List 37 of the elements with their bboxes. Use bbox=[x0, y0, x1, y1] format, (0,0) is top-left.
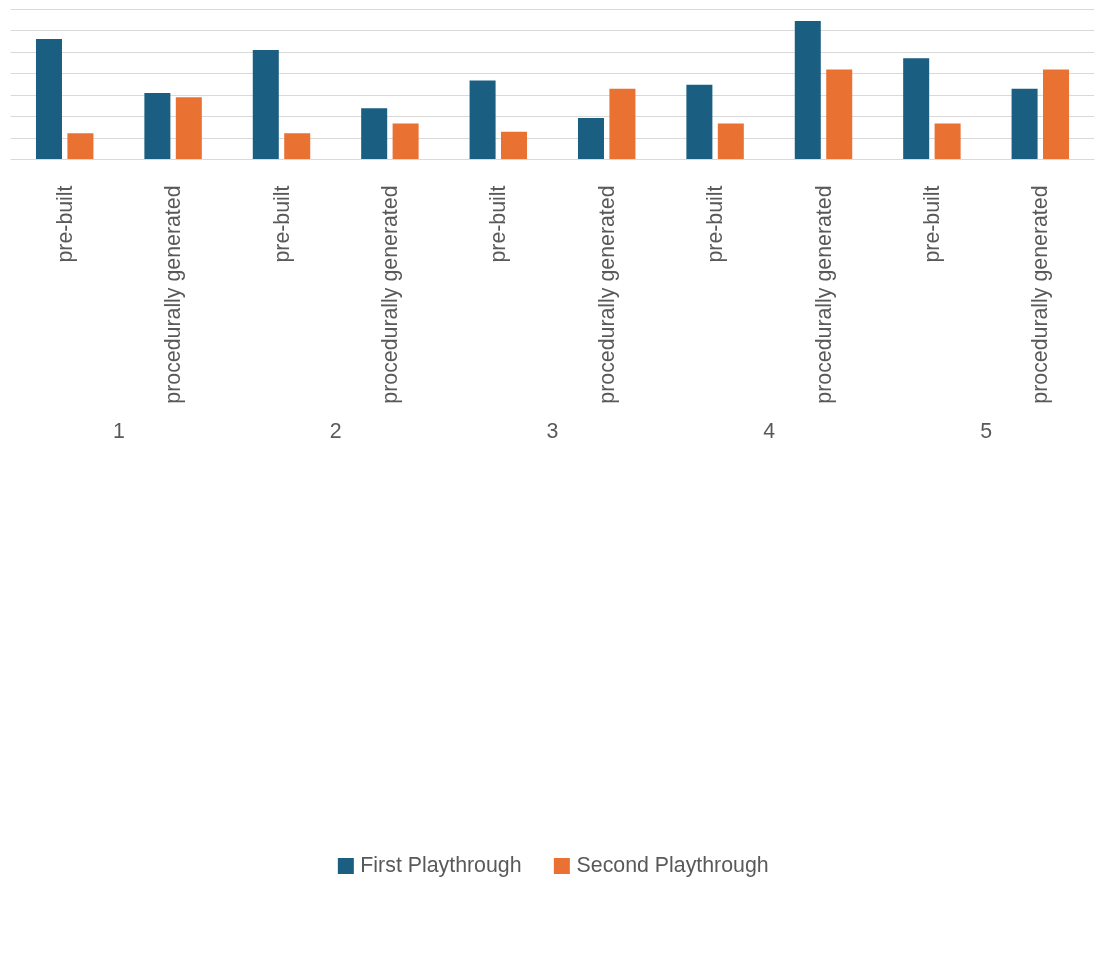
bar bbox=[35, 38, 62, 160]
text: 1 bbox=[112, 418, 125, 443]
bar bbox=[794, 20, 821, 160]
x-tick-label: pre-built bbox=[703, 185, 728, 263]
legend-label: First Playthrough bbox=[360, 852, 522, 878]
x-tick-label: pre-built bbox=[919, 185, 944, 263]
bar bbox=[501, 131, 528, 160]
bar bbox=[1011, 88, 1038, 160]
bar bbox=[577, 117, 604, 160]
text: 3 bbox=[546, 418, 559, 443]
bar bbox=[903, 58, 930, 160]
bar bbox=[934, 123, 961, 160]
x-tick-label: procedurally generated bbox=[811, 185, 836, 404]
x-tick-label: pre-built bbox=[52, 185, 77, 263]
bar bbox=[686, 84, 713, 160]
x-tick-label: pre-built bbox=[269, 185, 294, 263]
bar bbox=[717, 123, 744, 160]
x-tick-label: procedurally generated bbox=[161, 185, 186, 404]
bar bbox=[826, 69, 853, 160]
x-tick-label: procedurally generated bbox=[594, 185, 619, 404]
x-tick-label: procedurally generated bbox=[1028, 185, 1053, 404]
bar bbox=[67, 133, 94, 160]
legend-label: Second Playthrough bbox=[576, 852, 769, 878]
x-tick-label: pre-built bbox=[486, 185, 511, 263]
bar bbox=[392, 123, 419, 160]
bar bbox=[469, 80, 496, 160]
bar bbox=[361, 108, 388, 160]
bar bbox=[252, 50, 279, 160]
x-tick-label: procedurally generated bbox=[377, 185, 402, 404]
bar bbox=[284, 133, 311, 160]
text: 5 bbox=[980, 418, 993, 443]
bar bbox=[1043, 69, 1070, 160]
bar bbox=[144, 93, 171, 160]
bar bbox=[609, 88, 636, 160]
text: 2 bbox=[329, 418, 342, 443]
bar bbox=[175, 97, 202, 160]
text: 4 bbox=[763, 418, 776, 443]
